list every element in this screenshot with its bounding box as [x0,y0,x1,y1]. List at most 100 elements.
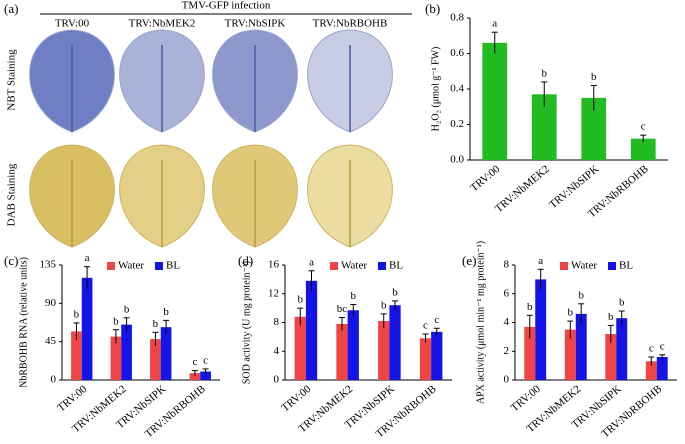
significance-letter: a [492,18,497,30]
bar [524,326,536,380]
significance-letter: b [381,299,387,311]
bar [630,138,656,160]
significance-letter: c [649,343,654,355]
legend-label: Water [571,260,597,272]
bar [389,305,401,380]
bar [150,339,161,380]
bar [482,42,508,160]
bar [71,331,82,380]
y-tick-label: 0 [51,374,57,386]
significance-letter: b [124,303,130,315]
significance-letter: a [309,256,314,268]
bar [616,318,628,380]
y-tick-label: 8 [274,316,280,328]
significance-letter: b [351,290,357,302]
significance-letter: bc [337,303,348,315]
legend-swatch [107,262,115,270]
bar [81,277,93,380]
legend-label: Water [341,260,367,272]
column-label: TRV:NbMEK2 [129,18,196,30]
bar [419,338,432,380]
panel-label: (e) [462,253,476,268]
bar [160,327,172,380]
column-label: TRV:NbSIPK [225,18,286,30]
y-tick-label: 12 [268,287,279,299]
y-tick-label: 0.4 [450,83,464,95]
legend-label: BL [389,260,403,272]
y-tick-label: 135 [40,259,57,271]
bar [294,316,306,380]
legend-swatch [330,262,338,270]
significance-letter: c [192,356,197,368]
bar [305,280,318,380]
significance-letter: a [85,252,90,264]
significance-letter: c [660,340,665,352]
x-tick-label: TRV:00 [279,383,313,415]
significance-letter: b [578,289,584,301]
x-tick-label: TRV:00 [55,383,89,415]
x-tick-label: TRV:NbMEK2 [493,163,552,215]
significance-letter: b [619,297,625,309]
panel-label: (b) [425,1,440,16]
y-tick-label: 0.0 [450,154,464,166]
bar [431,331,443,380]
significance-letter: b [392,286,398,298]
y-axis-label: NbRBOHB RNA (relative units) [18,257,29,388]
significance-letter: b [113,315,119,327]
legend-label: BL [619,260,633,272]
y-tick-label: 45 [45,335,57,347]
significance-letter: b [74,308,80,320]
y-tick-label: 0 [504,374,510,386]
y-tick-label: 4 [504,316,510,328]
y-tick-label: 16 [268,259,280,271]
y-tick-label: 6 [504,287,510,299]
significance-letter: b [297,294,303,306]
legend-swatch [155,262,163,270]
y-axis-label: APX activity (μmol min⁻¹ mg protein⁻¹) [475,241,486,404]
legend-label: BL [166,260,180,272]
significance-letter: b [568,307,574,319]
bar [347,310,359,380]
significance-letter: c [641,121,646,133]
column-label: TRV:00 [55,18,90,30]
bar [605,334,617,380]
significance-letter: c [203,354,208,366]
bar [336,323,348,380]
y-tick-label: 0.8 [450,12,464,24]
bar [575,313,587,380]
bar [200,371,211,380]
x-tick-label: TRV:00 [509,383,543,415]
significance-letter: b [542,67,548,79]
significance-letter: b [153,318,159,330]
legend-swatch [560,262,568,270]
panel-label: (a) [4,1,18,16]
significance-letter: b [591,71,597,83]
significance-letter: b [608,311,614,323]
y-tick-label: 0.6 [450,47,464,59]
y-tick-label: 90 [45,297,57,309]
y-axis-label: H₂O₂ (μmol g⁻¹ FW) [430,47,441,132]
row-label: DAB Staining [6,163,18,226]
y-tick-label: 8 [504,259,510,271]
bar [110,336,122,380]
bar [535,279,547,380]
bar [378,321,390,380]
y-tick-label: 4 [274,345,280,357]
x-tick-label: TRV:00 [468,163,502,195]
legend-swatch [608,262,616,270]
significance-letter: c [434,314,439,326]
legend-swatch [378,262,386,270]
panel-label: (d) [238,253,253,268]
bar [564,329,576,380]
significance-letter: c [423,320,428,332]
y-tick-label: 0 [274,374,280,386]
header: TMV-GFP infection [182,0,271,12]
legend-label: Water [118,260,144,272]
y-tick-label: 2 [504,345,510,357]
significance-letter: a [538,255,543,267]
row-label: NBT Staining [6,49,18,111]
bar [645,361,657,380]
panel-label: (c) [4,253,18,268]
column-label: TRV:NbRBOHB [313,18,388,30]
